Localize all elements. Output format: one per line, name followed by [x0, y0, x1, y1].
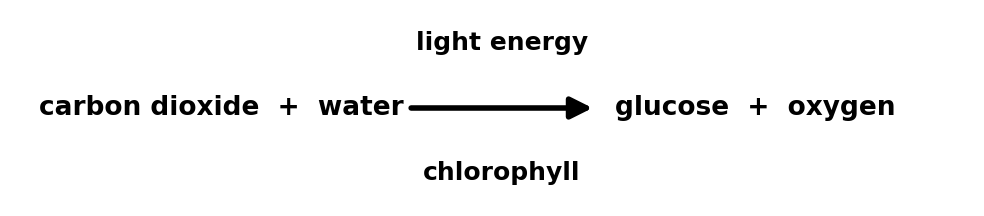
Text: light energy: light energy — [416, 31, 587, 55]
Text: glucose  +  oxygen: glucose + oxygen — [615, 95, 895, 121]
Text: carbon dioxide  +  water: carbon dioxide + water — [39, 95, 404, 121]
Text: chlorophyll: chlorophyll — [423, 161, 581, 185]
